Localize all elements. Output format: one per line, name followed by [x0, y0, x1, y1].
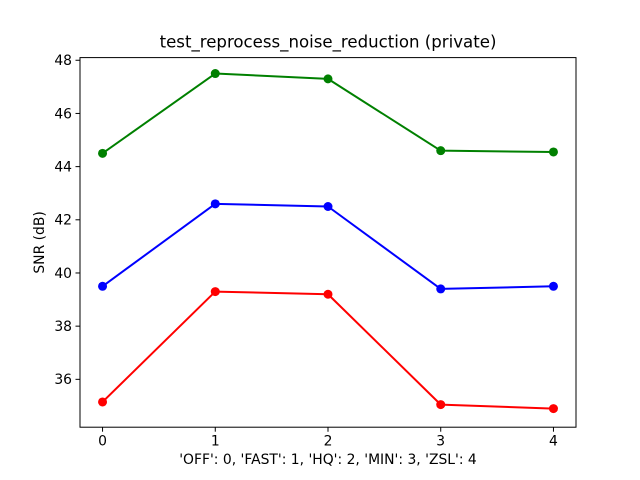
- chart-title: test_reprocess_noise_reduction (private): [160, 33, 497, 53]
- x-tick-label: 0: [98, 434, 107, 450]
- data-point-marker: [436, 400, 446, 410]
- series-green: [98, 69, 558, 158]
- data-point-marker: [323, 74, 333, 84]
- data-point-marker: [98, 281, 108, 291]
- x-tick-label: 4: [549, 434, 558, 450]
- x-tick-label: 1: [211, 434, 220, 450]
- data-point-marker: [98, 148, 108, 158]
- data-point-marker: [548, 404, 558, 414]
- x-axis-label: 'OFF': 0, 'FAST': 1, 'HQ': 2, 'MIN': 3, …: [179, 452, 477, 468]
- axes-frame: [79, 57, 577, 428]
- data-point-marker: [323, 289, 333, 299]
- series-line: [101, 290, 555, 410]
- y-axis-label: SNR (dB): [32, 211, 48, 273]
- data-point-marker: [210, 69, 220, 79]
- y-tick-label: 42: [54, 213, 72, 229]
- series-red: [98, 287, 558, 414]
- data-point-marker: [210, 199, 220, 209]
- y-tick-label: 46: [54, 106, 72, 122]
- x-tick-label: 2: [324, 434, 333, 450]
- series-blue: [98, 199, 558, 294]
- y-tick-label: 40: [54, 266, 72, 282]
- data-point-marker: [436, 284, 446, 294]
- y-tick-label: 36: [54, 372, 72, 388]
- data-point-marker: [323, 202, 333, 212]
- data-point-marker: [98, 397, 108, 407]
- y-tick-label: 48: [54, 53, 72, 69]
- data-point-marker: [548, 281, 558, 291]
- x-tick-label: 3: [436, 434, 445, 450]
- y-tick-label: 38: [54, 319, 72, 335]
- data-point-marker: [436, 146, 446, 156]
- series-line: [101, 72, 555, 155]
- y-tick-label: 44: [54, 160, 72, 176]
- series-line: [101, 202, 555, 290]
- data-point-marker: [210, 287, 220, 297]
- data-point-marker: [548, 147, 558, 157]
